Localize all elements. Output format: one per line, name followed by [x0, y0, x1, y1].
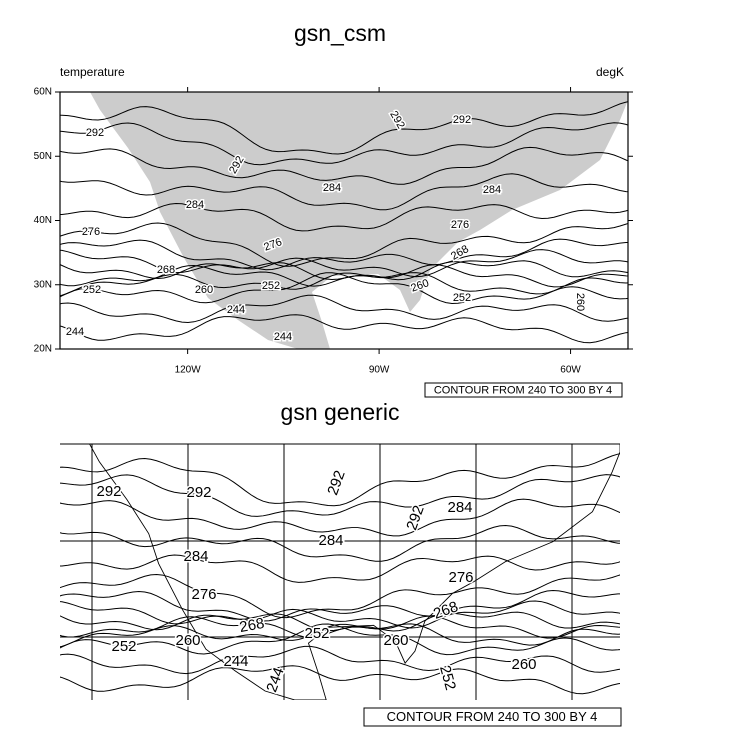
contour-label: 252 [436, 664, 459, 693]
grid [60, 443, 620, 700]
contour-label: 244 [227, 304, 245, 316]
right-string: degK [596, 65, 624, 79]
contour-label: 292 [186, 484, 211, 501]
contour-label: 260 [383, 632, 408, 649]
lon-tick-label: 60W [560, 365, 581, 376]
contour-line [60, 101, 628, 155]
contour-line [60, 314, 628, 344]
contour-label: 260 [175, 632, 200, 649]
info-label: CONTOUR FROM 240 TO 300 BY 4 [387, 709, 598, 724]
contour-label: 292 [86, 127, 104, 139]
contour-label: 268 [431, 598, 460, 623]
contour-label: 276 [448, 569, 473, 586]
contour-line [60, 146, 628, 185]
info-label: CONTOUR FROM 240 TO 300 BY 4 [434, 384, 612, 396]
contour-label: 252 [453, 292, 471, 304]
contour-label: 276 [451, 219, 469, 231]
contour-label: 252 [83, 284, 101, 296]
contour-label: 292 [403, 503, 428, 532]
contour-label: 260 [511, 656, 536, 673]
contour-label: 252 [304, 625, 329, 642]
contour-label: 292 [453, 114, 471, 126]
lat-tick-label: 60N [34, 87, 52, 98]
contour-label: 252 [111, 638, 136, 655]
plot-title: gsn generic [281, 399, 400, 425]
info-box [363, 707, 622, 727]
contour-labels: 292 292 292 292 284 284 284 276 276 268 268 252 260 2… [95, 467, 538, 696]
contour-line [60, 202, 628, 232]
contour-label: 276 [82, 226, 100, 238]
lat-tick-label: 20N [34, 344, 52, 355]
contour-label: 244 [66, 326, 84, 338]
contour-label: 252 [262, 280, 280, 292]
contour-label: 284 [183, 548, 208, 565]
contour-line [60, 272, 628, 305]
lon-tick-label: 90W [369, 365, 390, 376]
contour-label: 268 [238, 615, 266, 636]
contour-label: 284 [186, 199, 204, 211]
contour-label: 292 [96, 483, 121, 500]
contour-line [60, 222, 628, 267]
contours [60, 101, 628, 344]
ticks: 60N 50N 40N 30N 20N 120W 90W 60W [34, 87, 633, 376]
left-string: temperature [60, 65, 125, 79]
contour-label: 260 [574, 293, 586, 311]
contour-label: 276 [191, 586, 216, 603]
contour-label: 284 [318, 532, 343, 549]
lat-tick-label: 40N [34, 215, 52, 226]
contour-line [60, 122, 628, 166]
contour-line [60, 294, 628, 324]
contour-line [60, 249, 628, 278]
map-top [60, 92, 628, 349]
contour-line [60, 272, 628, 297]
contour-label: 268 [157, 264, 175, 276]
contour-label: 284 [323, 182, 341, 194]
lat-tick-label: 50N [34, 151, 52, 162]
contour-label: 244 [274, 331, 292, 343]
contour-label: 284 [483, 184, 501, 196]
contour-line [60, 173, 628, 211]
lat-tick-label: 30N [34, 279, 52, 290]
contour-label: 292 [324, 468, 349, 497]
lon-tick-label: 120W [175, 365, 202, 376]
plot-title: gsn_csm [294, 20, 386, 46]
contour-label: 244 [223, 653, 248, 670]
map-bottom [60, 443, 621, 700]
contour-label: 260 [195, 284, 213, 296]
info-box [424, 382, 623, 398]
contour-label: 284 [447, 499, 472, 516]
contour-line [60, 238, 628, 271]
